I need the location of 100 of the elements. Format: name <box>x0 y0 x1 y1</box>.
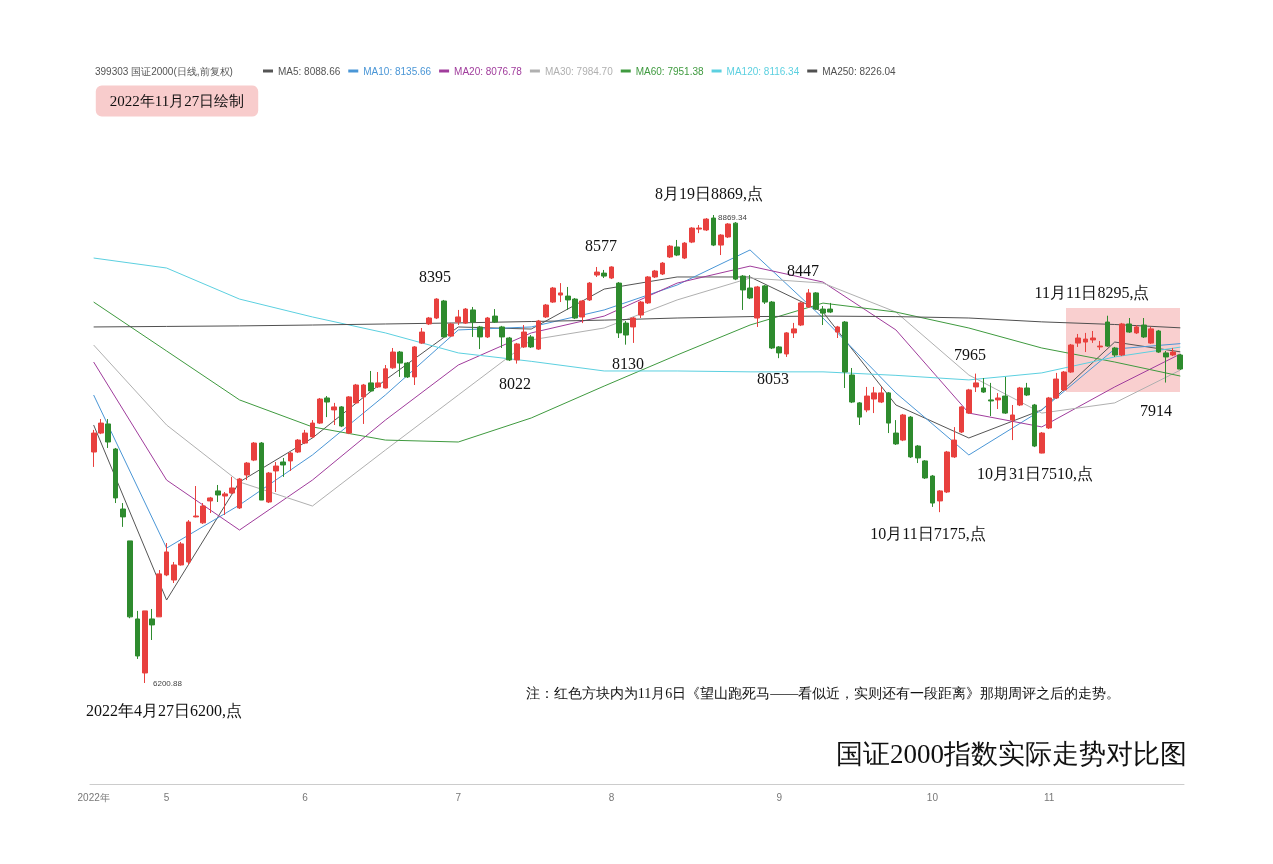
x-tick-label: 2022年 <box>77 791 110 803</box>
text: 2022年11月27日绘制 <box>109 93 245 109</box>
candlestick <box>543 303 549 319</box>
x-tick-label: 6 <box>302 791 309 803</box>
legend-label: MA60: 7951.38 <box>635 65 705 77</box>
text: 8月19日8869,点 <box>655 184 763 202</box>
candlestick <box>667 244 673 259</box>
candlestick <box>587 281 592 302</box>
x-tick-label: 5 <box>163 791 170 803</box>
x-tick-label: 10 <box>926 791 939 803</box>
legend-label: MA120: 8116.34 <box>726 65 800 77</box>
candlestick <box>922 459 928 480</box>
candlestick <box>215 484 221 503</box>
text: 2022年4月27日6200,点 <box>86 701 242 719</box>
legend-label: MA5: 8088.66 <box>278 65 341 77</box>
candlestick <box>1119 322 1125 357</box>
candlestick <box>1148 326 1154 345</box>
legend-label: MA30: 7984.70 <box>544 65 614 77</box>
candlestick <box>674 239 680 257</box>
candlestick <box>900 413 906 442</box>
candlestick <box>609 265 614 280</box>
candlestick <box>324 395 330 418</box>
legend-label: MA20: 8076.78 <box>454 65 523 77</box>
candlestick <box>477 325 483 350</box>
candlestick <box>908 415 913 459</box>
candlestick <box>266 471 272 504</box>
candlestick <box>164 542 169 577</box>
candlestick <box>1039 431 1045 454</box>
candlestick <box>448 322 454 338</box>
candlestick <box>528 334 534 349</box>
candlestick <box>419 327 425 345</box>
candlestick <box>492 308 498 324</box>
annotation: 8053 <box>757 369 789 387</box>
candlestick <box>981 377 986 394</box>
candlestick <box>463 307 468 325</box>
candlestick <box>1090 330 1096 344</box>
candlestick <box>660 261 665 276</box>
candlestick <box>331 402 337 426</box>
candlestick <box>149 608 155 641</box>
candlestick <box>339 405 344 428</box>
candlestick <box>682 241 687 260</box>
candlestick <box>361 383 366 425</box>
annotation: 8577 <box>585 236 617 254</box>
candlestick <box>579 299 585 324</box>
annotation: 11月11日8295,点 <box>1034 283 1150 301</box>
annotation: 8395 <box>419 267 451 285</box>
candlestick <box>127 540 133 619</box>
candlestick <box>470 306 476 338</box>
candlestick <box>791 322 797 339</box>
candlestick <box>251 441 257 462</box>
candlestick <box>441 299 447 338</box>
candlestick <box>966 388 972 415</box>
candlestick <box>594 266 600 278</box>
candlestick <box>886 391 891 434</box>
candlestick <box>806 288 811 309</box>
x-tick-label: 9 <box>776 791 783 803</box>
candlestick <box>601 269 607 279</box>
candlestick <box>368 370 374 393</box>
annotation: 7965 <box>954 345 986 363</box>
candlestick <box>142 610 148 684</box>
candlestick <box>1170 347 1176 357</box>
candlestick <box>1032 403 1037 448</box>
legend-label: MA10: 8135.66 <box>363 65 432 77</box>
annotation: 6200.88 <box>153 678 183 688</box>
candlestick <box>434 297 439 320</box>
candlestick <box>1024 382 1030 397</box>
annotation: 8869.34 <box>718 212 748 222</box>
chart-subtitle: 399303 国证2000(日线,前复权) <box>95 65 233 77</box>
candlestick <box>893 419 899 446</box>
candlestick <box>310 419 315 439</box>
candlestick <box>120 502 126 528</box>
x-tick-label: 7 <box>455 791 462 803</box>
candlestick <box>455 309 461 326</box>
candlestick <box>930 474 935 508</box>
candlestick <box>1097 340 1103 351</box>
annotation: 7914 <box>1140 401 1172 419</box>
candlestick <box>1105 315 1110 348</box>
candlestick <box>244 461 250 481</box>
candlestick <box>156 569 162 618</box>
candlestick <box>536 319 541 351</box>
text: 注：红色方块内为11月6日《望山跑死马——看似近，实则还有一段距离》那期周评之后的走势。 <box>525 685 1121 701</box>
candlestick <box>1017 386 1023 407</box>
candlestick <box>186 519 191 566</box>
candlestick <box>835 325 840 339</box>
candlestick <box>280 457 286 478</box>
candlestick <box>784 331 789 358</box>
legend-label: MA250: 8226.04 <box>822 65 897 77</box>
candlestick <box>426 316 432 326</box>
candlestick <box>754 285 760 328</box>
candlestick <box>259 441 264 501</box>
candlestick <box>733 221 738 281</box>
candlestick <box>959 405 964 434</box>
candlestick <box>842 320 848 389</box>
candlestick <box>1163 350 1169 384</box>
candlestick <box>1112 346 1118 358</box>
candlestick <box>915 444 921 464</box>
x-tick-label: 11 <box>1043 791 1055 803</box>
candlestick <box>1156 329 1161 354</box>
candlestick <box>207 496 213 514</box>
candlestick <box>1002 376 1008 415</box>
